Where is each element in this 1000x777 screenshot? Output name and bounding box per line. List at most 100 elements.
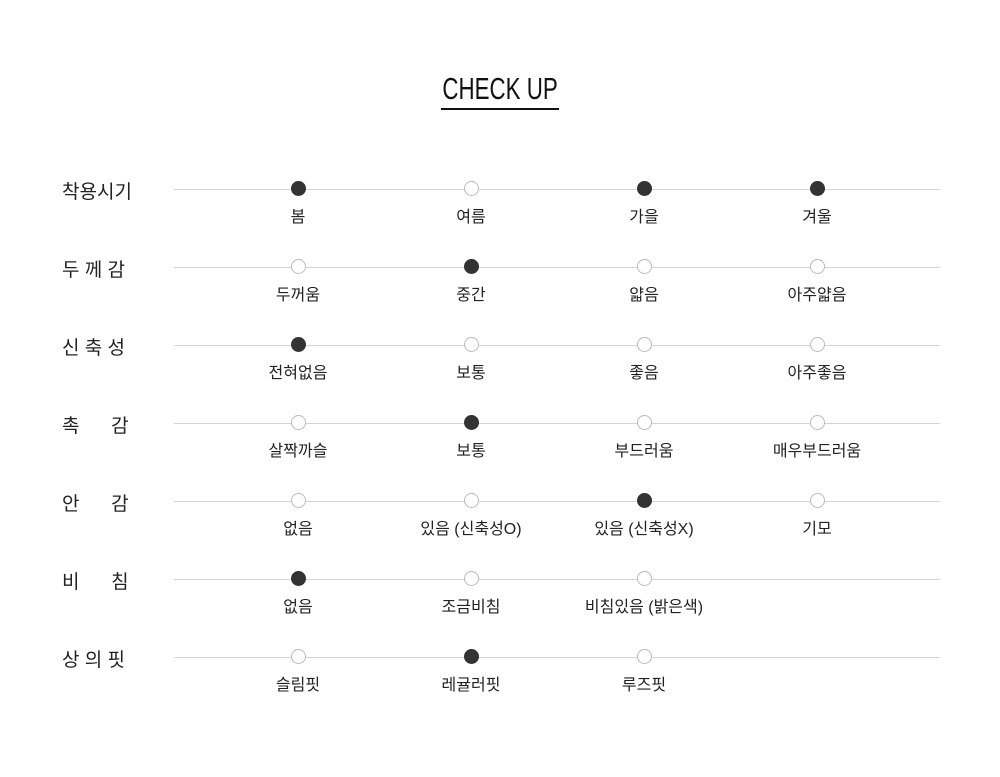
option-label: 없음 [283,599,313,616]
option-item: 매우부드러움 [737,415,897,461]
filled-circle-icon [290,337,306,352]
option-label: 매우부드러움 [772,443,862,460]
option-item: 아주얇음 [737,259,897,305]
option-item: 보통 [391,337,551,383]
option-item: 두꺼움 [218,259,378,305]
option-item: 봄 [218,181,378,227]
option-item: 아주좋음 [737,337,897,383]
option-item: 여름 [391,181,551,227]
row-label: 촉 감 [62,416,129,437]
option-label: 있음 (신축성O) [420,521,522,538]
option-label: 기모 [802,521,832,538]
option-item: 전혀없음 [218,337,378,383]
option-item: 살짝까슬 [218,415,378,461]
option-label: 아주좋음 [787,365,847,382]
empty-circle-icon [463,181,479,196]
option-item: 없음 [218,493,378,539]
option-item: 없음 [218,571,378,617]
filled-circle-icon [463,415,479,430]
option-label: 루즈핏 [621,677,667,694]
option-item: 중간 [391,259,551,305]
row-label: 상 의 핏 [62,650,125,671]
option-item: 비침있음 (밝은색) [564,571,724,617]
row-label: 안 감 [62,494,129,515]
page-title: CHECK UP [0,72,1000,110]
filled-circle-icon [290,571,306,586]
empty-circle-icon [290,415,306,430]
filled-circle-icon [809,181,825,196]
option-item: 레귤러핏 [391,649,551,695]
row-label: 비 침 [62,572,129,593]
empty-circle-icon [290,493,306,508]
option-label: 봄 [290,209,306,226]
filled-circle-icon [636,493,652,508]
row-label: 두 께 감 [62,260,125,281]
option-item: 있음 (신축성O) [391,493,551,539]
empty-circle-icon [809,337,825,352]
option-item: 보통 [391,415,551,461]
option-label: 있음 (신축성X) [594,521,694,538]
option-label: 없음 [283,521,313,538]
option-item: 가을 [564,181,724,227]
empty-circle-icon [636,649,652,664]
option-label: 중간 [456,287,486,304]
option-item: 있음 (신축성X) [564,493,724,539]
empty-circle-icon [809,415,825,430]
option-item: 기모 [737,493,897,539]
filled-circle-icon [636,181,652,196]
filled-circle-icon [463,649,479,664]
option-label: 겨울 [802,209,832,226]
option-label: 전혀없음 [268,365,328,382]
empty-circle-icon [636,259,652,274]
option-label: 두꺼움 [275,287,321,304]
title-text: CHECK UP [440,72,560,110]
option-label: 조금비침 [441,599,501,616]
empty-circle-icon [290,649,306,664]
option-label: 비침있음 (밝은색) [584,599,704,616]
empty-circle-icon [463,337,479,352]
option-label: 살짝까슬 [268,443,328,460]
empty-circle-icon [463,493,479,508]
empty-circle-icon [636,415,652,430]
filled-circle-icon [290,181,306,196]
option-item: 슬림핏 [218,649,378,695]
row-divider-line [174,423,940,424]
row-divider-line [174,345,940,346]
option-label: 좋음 [629,365,659,382]
option-label: 가을 [629,209,659,226]
option-item: 겨울 [737,181,897,227]
option-label: 슬림핏 [275,677,321,694]
empty-circle-icon [809,259,825,274]
empty-circle-icon [809,493,825,508]
option-label: 부드러움 [614,443,674,460]
option-label: 레귤러핏 [441,677,501,694]
empty-circle-icon [636,337,652,352]
option-label: 보통 [456,365,486,382]
option-label: 여름 [456,209,486,226]
row-divider-line [174,267,940,268]
filled-circle-icon [463,259,479,274]
option-item: 얇음 [564,259,724,305]
empty-circle-icon [290,259,306,274]
checkup-row: 신 축 성 전혀없음 보통 좋음 아주좋음 [0,337,1000,405]
empty-circle-icon [463,571,479,586]
row-label: 착용시기 [62,182,132,203]
row-divider-line [174,189,940,190]
option-label: 얇음 [629,287,659,304]
row-divider-line [174,501,940,502]
option-item: 조금비침 [391,571,551,617]
row-divider-line [174,579,940,580]
empty-circle-icon [636,571,652,586]
option-item: 부드러움 [564,415,724,461]
option-item: 루즈핏 [564,649,724,695]
row-divider-line [174,657,940,658]
option-label: 아주얇음 [787,287,847,304]
option-item: 좋음 [564,337,724,383]
option-label: 보통 [456,443,486,460]
